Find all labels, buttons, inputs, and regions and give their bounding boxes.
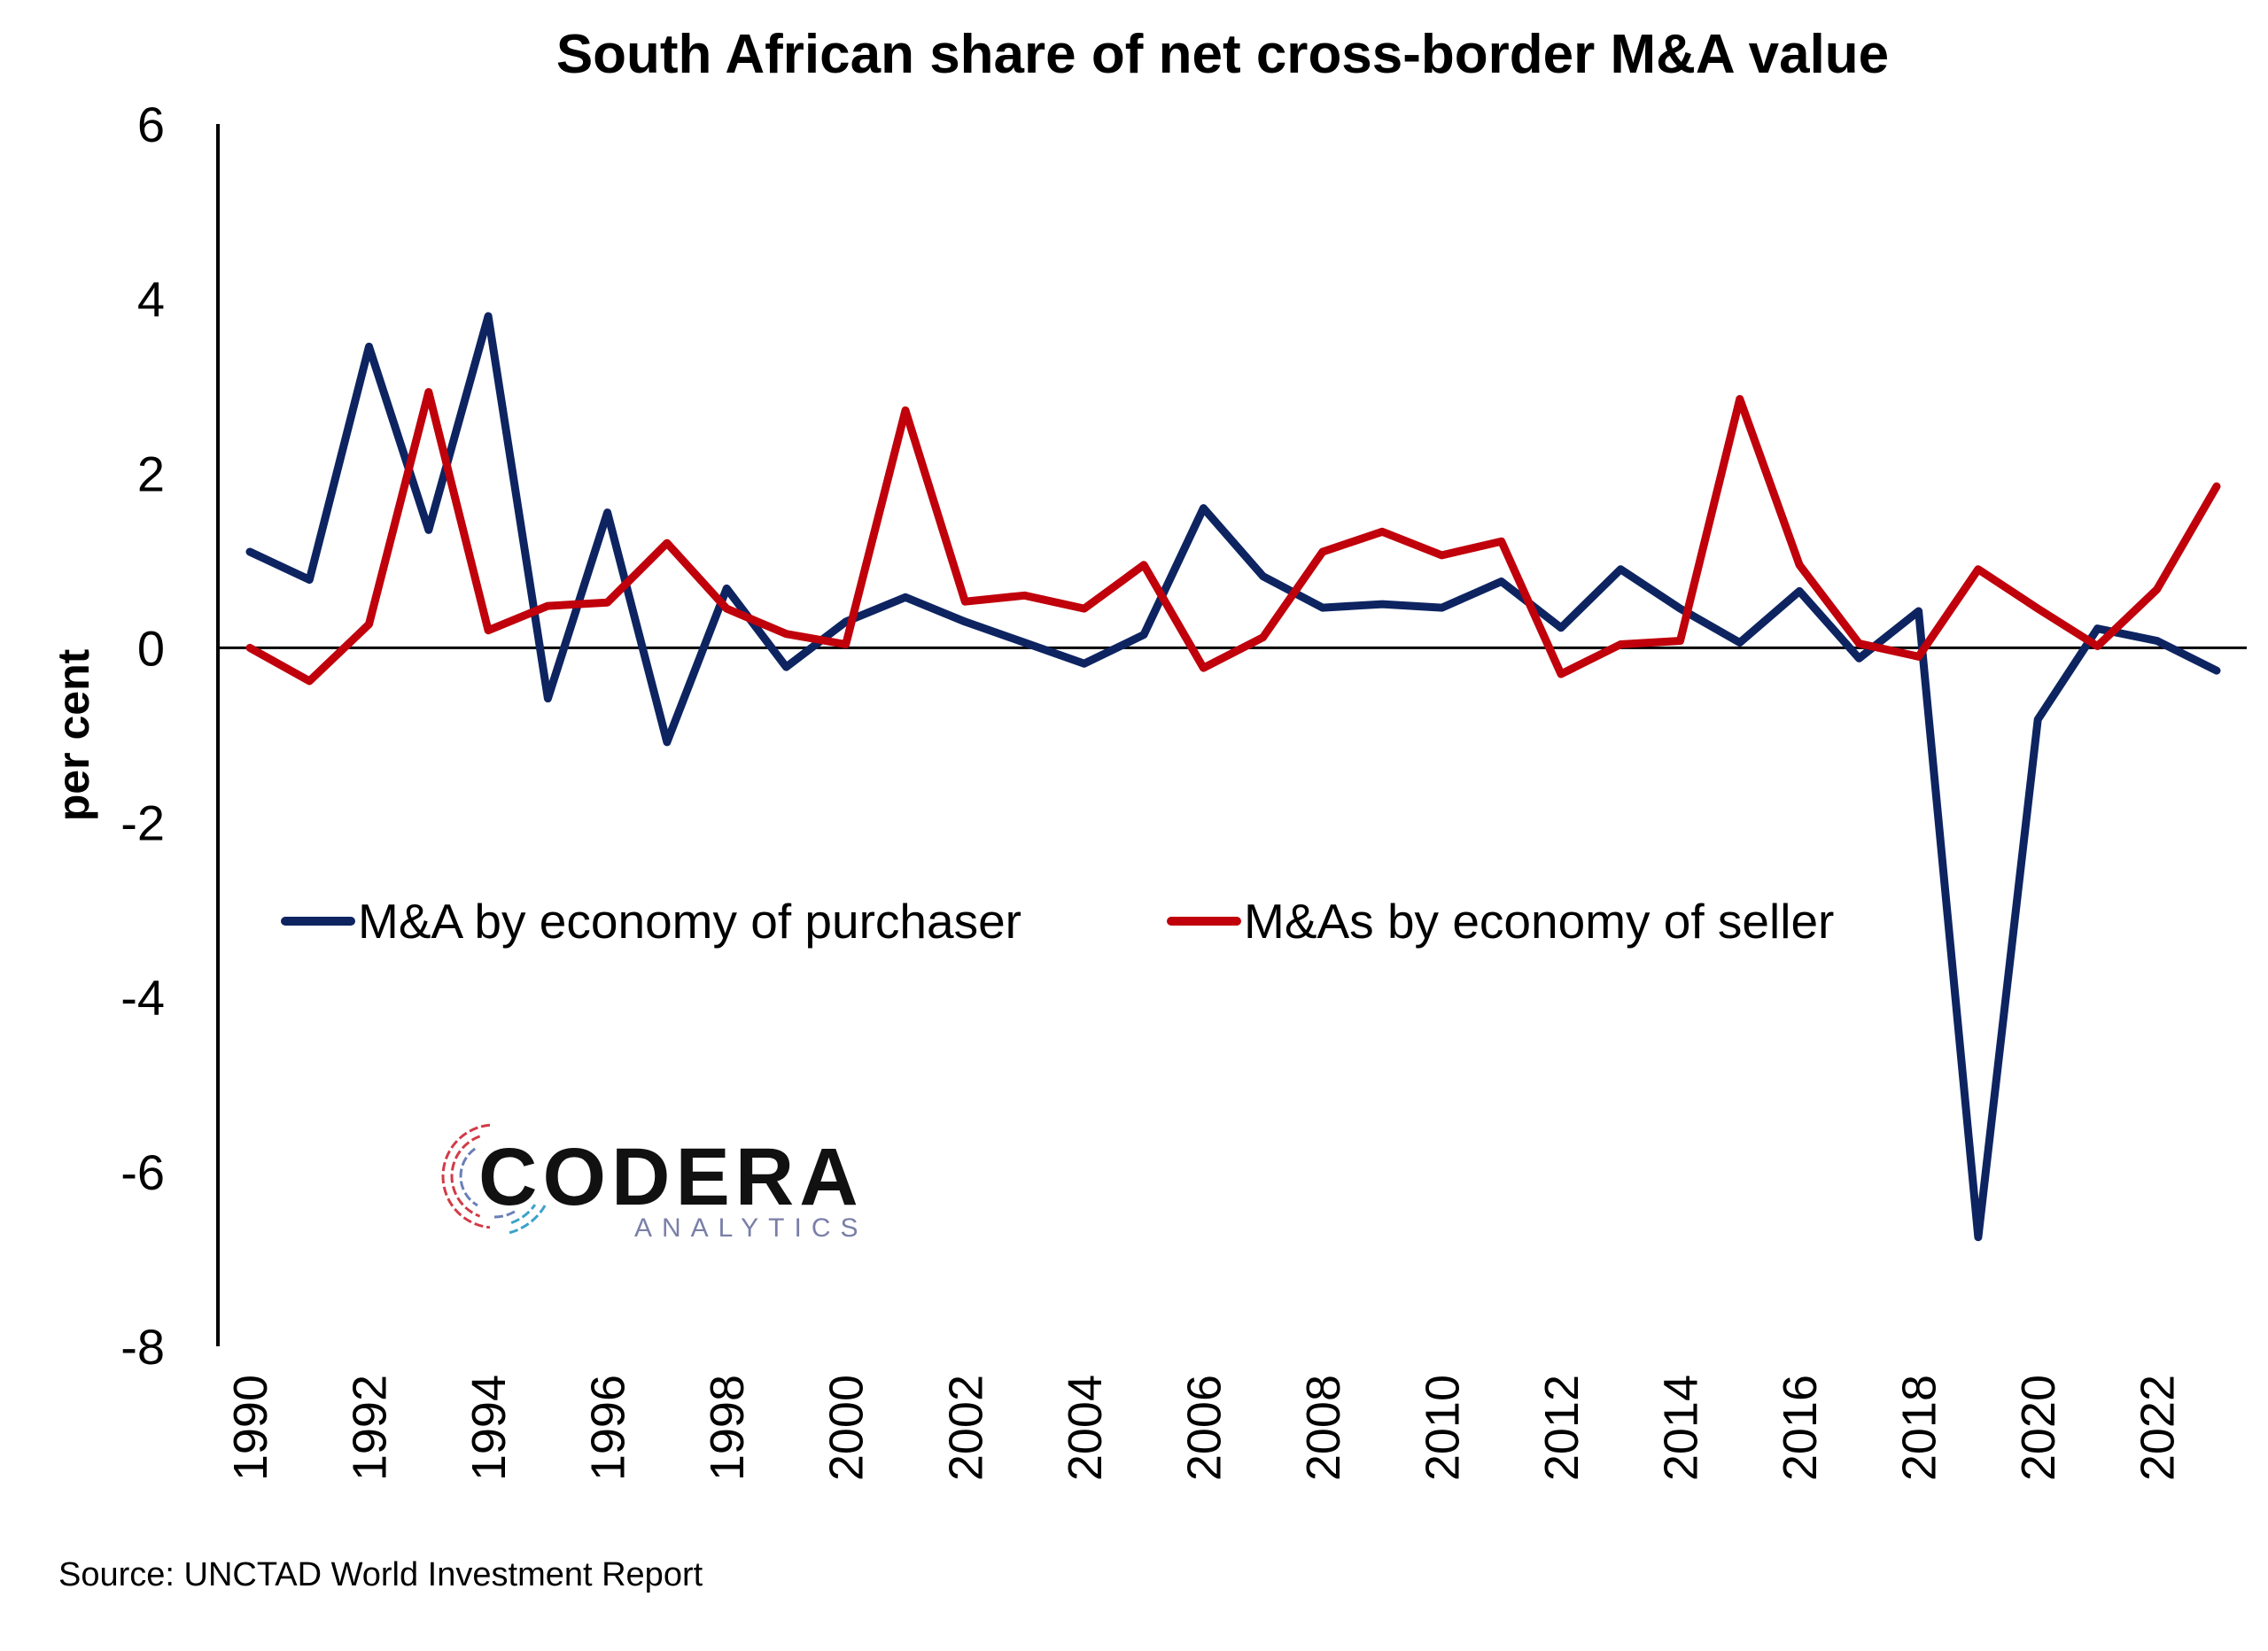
x-tick-label: 2018 <box>1893 1375 1946 1481</box>
x-tick-label: 2010 <box>1416 1375 1469 1481</box>
logo-arc <box>450 1135 481 1218</box>
x-tick-label: 2020 <box>2012 1375 2065 1481</box>
logo-arc <box>510 1204 537 1225</box>
x-tick-label: 2016 <box>1774 1375 1827 1481</box>
x-tick-label: 2006 <box>1177 1375 1231 1481</box>
x-tick-label: 2012 <box>1535 1375 1588 1481</box>
x-tick-label: 2004 <box>1059 1375 1112 1481</box>
logo-arc <box>459 1147 478 1207</box>
x-tick-label: 1996 <box>582 1375 635 1481</box>
x-tick-label: 1998 <box>701 1375 754 1481</box>
x-tick-label: 1994 <box>462 1375 516 1481</box>
logo-arc <box>509 1205 547 1235</box>
y-tick-label: -6 <box>120 1144 165 1200</box>
source-note: Source: UNCTAD World Investment Report <box>58 1556 703 1593</box>
legend: M&A by economy of purchaser M&As by econ… <box>281 894 1834 949</box>
y-tick-label: -2 <box>120 795 165 851</box>
logo-wordmark: CODERA <box>478 1132 864 1222</box>
x-tick-label: 2022 <box>2132 1375 2185 1481</box>
logo-tagline: ANALYTICS <box>634 1213 868 1243</box>
y-axis-label: per cent <box>49 648 98 821</box>
series-lines <box>245 312 2221 1242</box>
x-tick-label: 1992 <box>344 1375 397 1481</box>
x-tick-label: 2002 <box>939 1375 992 1481</box>
series-line-purchaser <box>245 312 2221 1242</box>
y-tick-label: 2 <box>137 446 165 501</box>
y-axis-ticks: 6 4 2 0 -2 -4 -6 -8 <box>120 97 165 1375</box>
logo-arc <box>441 1123 491 1229</box>
logo-arc <box>493 1210 516 1219</box>
y-tick-label: -4 <box>120 970 165 1026</box>
series-line-seller <box>245 388 2221 686</box>
codera-logo: CODERA ANALYTICS <box>441 1123 868 1243</box>
chart-title: South African share of net cross-border … <box>556 24 1889 85</box>
y-tick-label: -8 <box>120 1319 165 1375</box>
legend-label-seller: M&As by economy of seller <box>1244 894 1834 949</box>
x-axis-ticks: 1990 1992 1994 1996 1998 2000 2002 2004 2006 2008… <box>224 1375 2185 1481</box>
x-tick-label: 2000 <box>820 1375 874 1481</box>
x-tick-label: 2014 <box>1655 1375 1708 1481</box>
y-tick-label: 4 <box>137 271 165 327</box>
y-tick-label: 6 <box>137 97 165 152</box>
x-tick-label: 2008 <box>1297 1375 1350 1481</box>
logo-circuit-icon <box>441 1123 547 1235</box>
y-tick-label: 0 <box>137 620 165 676</box>
x-tick-label: 1990 <box>224 1375 277 1481</box>
legend-label-purchaser: M&A by economy of purchaser <box>358 894 1021 949</box>
